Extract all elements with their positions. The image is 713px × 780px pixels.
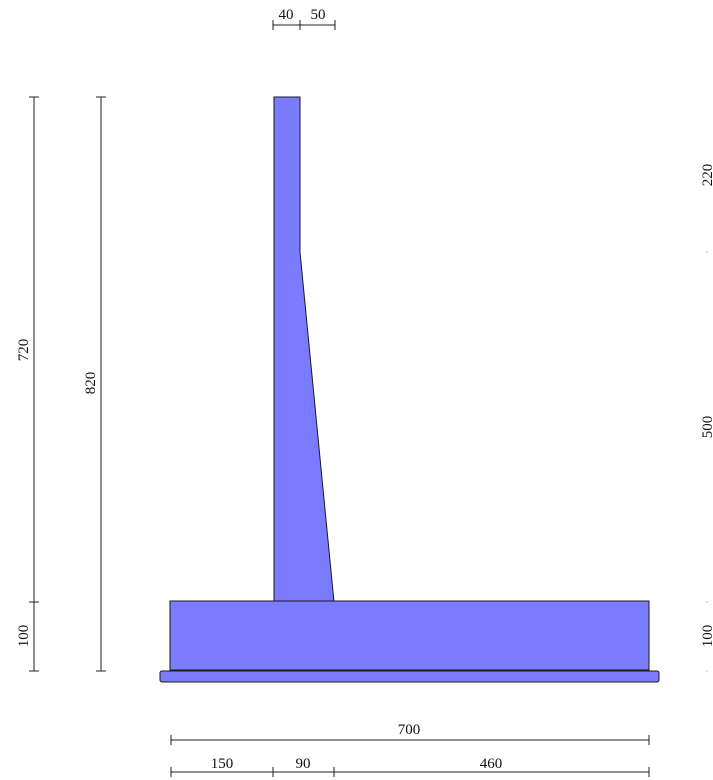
dim-right-middle: 500	[700, 416, 713, 439]
dim-bottom-mid: 90	[296, 756, 311, 772]
dim-bottom-left: 150	[211, 756, 234, 772]
wall-base-slab	[169, 600, 650, 671]
wall-foundation-strip	[159, 670, 660, 683]
left-outer-dimension: 720 100	[16, 96, 39, 672]
right-dimension: 220 500 100	[700, 164, 713, 672]
right-tick-mark-bottom	[706, 670, 708, 672]
dim-right-upper: 220	[700, 164, 713, 187]
bottom-total-dimension: 700	[170, 722, 650, 745]
dim-top-right: 50	[311, 7, 326, 23]
right-tick-mark-upper	[706, 251, 708, 253]
right-tick-mark-lower	[706, 601, 708, 603]
dim-top-left: 40	[279, 7, 294, 23]
dim-left-outer-lower: 100	[16, 625, 32, 648]
left-inner-dimension: 820	[83, 96, 106, 672]
top-dimension: 40 50	[272, 7, 336, 30]
dim-right-lower: 100	[700, 625, 713, 648]
dim-left-outer-upper: 720	[16, 339, 32, 362]
bottom-segment-dimension: 150 90 460	[170, 756, 650, 777]
dim-bottom-right: 460	[480, 756, 503, 772]
dim-left-inner: 820	[83, 372, 99, 395]
wall-stem	[273, 96, 335, 603]
dim-bottom-total: 700	[398, 722, 421, 738]
